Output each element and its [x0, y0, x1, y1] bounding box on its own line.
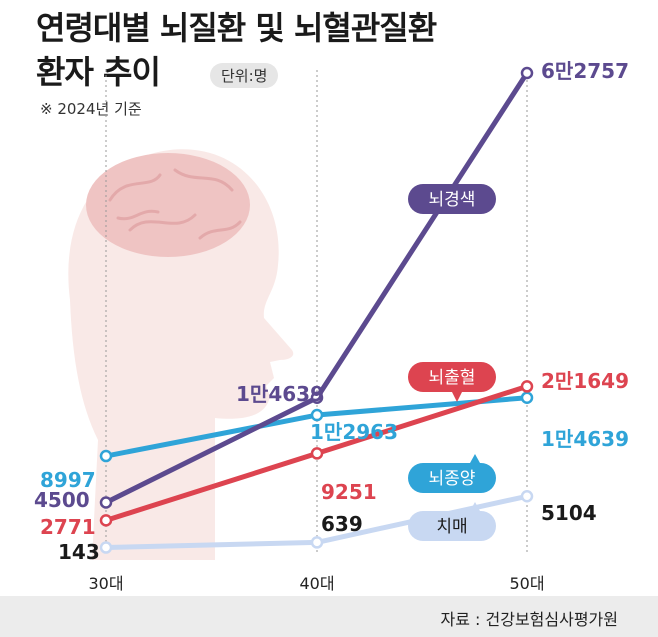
brain-fold-2	[173, 168, 234, 192]
x-tick-label-2: 50대	[509, 574, 544, 593]
data-point-0-2	[520, 66, 534, 80]
series-badge-tail-3	[470, 502, 480, 511]
data-label-2-0: 8997	[40, 468, 96, 492]
data-point-3-0	[99, 541, 113, 554]
source-footer: 자료 : 건강보험심사평가원	[0, 596, 658, 637]
head-silhouette	[68, 149, 294, 560]
series-badge-0	[408, 184, 496, 214]
data-label-1-0: 2771	[40, 515, 96, 539]
data-label-3-1: 639	[321, 512, 363, 536]
data-point-2-2	[520, 391, 534, 404]
brain-icon	[86, 153, 250, 257]
data-label-1-2: 2만1649	[541, 369, 629, 393]
data-point-1-2	[520, 380, 534, 393]
data-point-0-1	[310, 391, 324, 404]
series-badge-tail-2	[470, 454, 480, 463]
unit-badge: 단위:명	[210, 63, 279, 88]
chart-title-line2: 환자 추이	[36, 53, 161, 91]
x-tick-label-0: 30대	[88, 574, 123, 593]
data-label-0-2: 6만2757	[541, 59, 629, 83]
series-badge-label-0: 뇌경색	[429, 190, 476, 210]
data-point-3-2	[520, 490, 534, 503]
series-badge-label-1: 뇌출혈	[429, 368, 476, 388]
x-tick-label-1: 40대	[299, 574, 334, 593]
series-badge-tail-1	[452, 392, 462, 402]
data-label-3-2: 5104	[541, 501, 597, 525]
data-point-2-0	[99, 449, 113, 463]
source-text: 자료 : 건강보험심사평가원	[440, 610, 618, 629]
data-label-2-2: 1만4639	[541, 427, 629, 451]
data-label-2-1: 1만2963	[310, 420, 398, 444]
data-point-1-1	[310, 447, 324, 460]
brain-fold-4	[198, 220, 242, 240]
data-point-0-0	[99, 496, 113, 509]
series-badge-label-3: 치매	[436, 517, 467, 537]
data-label-3-0: 143	[58, 540, 100, 564]
series-badge-3	[408, 511, 496, 541]
chart-title-line1: 연령대별 뇌질환 및 뇌혈관질환	[36, 9, 437, 47]
series-badge-label-2: 뇌종양	[429, 469, 476, 489]
data-label-0-1: 1만4639	[236, 382, 324, 406]
line-chart: 4500 1만4639 6만2757 2771 9251 2만1649 8997 1만2963…	[34, 59, 629, 593]
data-label-0-0: 4500	[34, 488, 90, 512]
chart-title: 연령대별 뇌질환 및 뇌혈관질환 환자 추이	[36, 6, 437, 94]
brain-fold-1	[128, 213, 197, 232]
data-label-1-1: 9251	[321, 480, 377, 504]
series-badge-1	[408, 362, 496, 392]
data-point-2-1	[310, 408, 324, 422]
data-point-3-1	[310, 536, 324, 549]
base-year-note: ※ 2024년 기준	[40, 100, 142, 118]
series-badge-2	[408, 463, 496, 493]
brain-fold-3	[116, 209, 160, 221]
data-point-1-0	[99, 514, 113, 527]
brain-fold-0	[108, 173, 162, 202]
